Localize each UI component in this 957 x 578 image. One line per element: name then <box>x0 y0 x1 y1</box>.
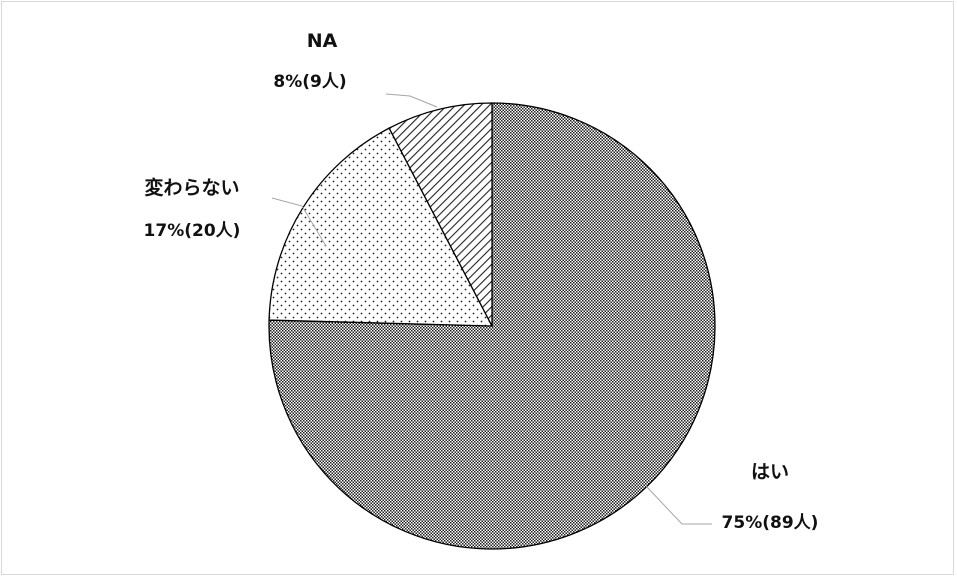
slice-value-label: 8%(9人) <box>273 72 346 92</box>
slice-name-label: NA <box>307 30 338 52</box>
slice-value-label: 17%(20人) <box>144 221 241 241</box>
slice-value-label: 75%(89人) <box>722 513 819 533</box>
pie-slice <box>388 102 493 327</box>
slice-name-label: はい <box>751 461 789 483</box>
leader-line <box>385 93 438 108</box>
leader-line <box>645 485 712 525</box>
pie-slices <box>268 102 716 550</box>
slice-name-label: 変わらない <box>144 176 239 199</box>
leader-lines <box>271 93 712 525</box>
leader-line <box>271 197 327 247</box>
slice-labels: はい 75%(89人) 変わらない 17%(20人) NA 8%(9人) <box>144 30 819 533</box>
